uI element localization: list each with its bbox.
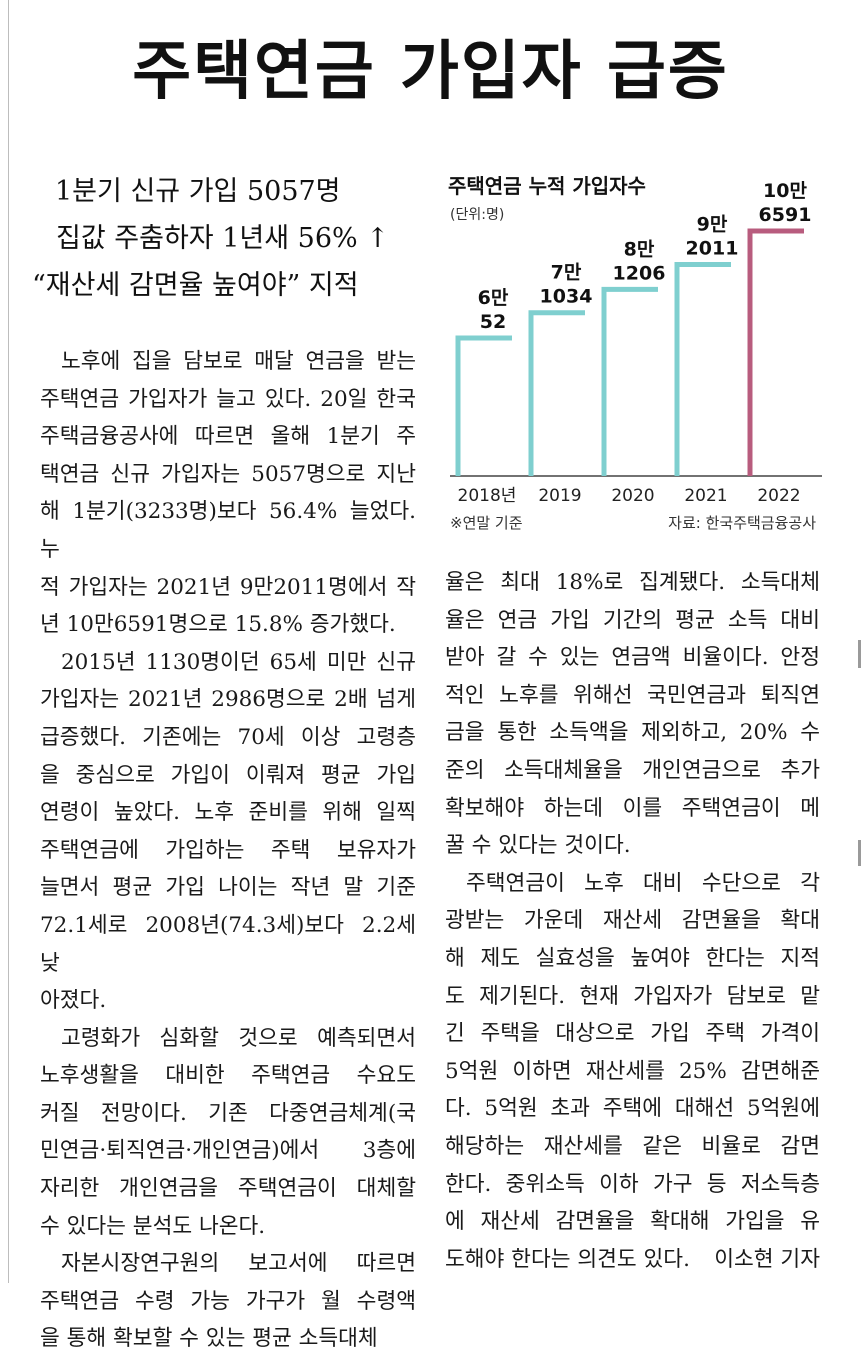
chart-value-label: 6만 xyxy=(478,287,509,309)
article-line: 해당하는 재산세를 같은 비율로 감면 xyxy=(445,1133,820,1159)
article-line: 연령이 높았다. 노후 준비를 위해 일찍 xyxy=(40,800,416,826)
article-line: 한다. 중위소득 이하 가구 등 저소득층 xyxy=(445,1171,820,1197)
article-line: 택연금 신규 가입자는 5057명으로 지난 xyxy=(40,461,416,487)
article-line: 금을 통한 소득액을 제외하고, 20% 수 xyxy=(445,720,820,746)
page-edge-line xyxy=(8,0,9,1283)
chart-value-label: 7만 xyxy=(551,262,582,284)
chart-bar xyxy=(601,286,658,476)
article-line: 년 10만6591명으로 15.8% 증가했다. xyxy=(40,612,396,638)
article-line: 해 제도 실효성을 높여야 한다는 지적 xyxy=(445,945,820,971)
chart-value-label: 1034 xyxy=(540,286,593,308)
chart-category-label: 2018년 xyxy=(458,486,517,506)
subheads: 1분기 신규 가입 5057명 집값 주춤하자 1년새 56% ↑ “재산세 감… xyxy=(32,168,389,309)
article-line: 율은 최대 18%로 집계됐다. 소득대체 xyxy=(445,570,820,595)
headline: 주택연금 가입자 급증 xyxy=(132,35,729,109)
chart-title: 주택연금 누적 가입자수 xyxy=(448,174,646,198)
chart-unit: (단위:명) xyxy=(450,207,505,223)
chart-category-label: 2021 xyxy=(684,486,727,506)
article-line: 긴 주택을 대상으로 가입 주택 가격이 xyxy=(445,1021,820,1047)
article-line: 주택금융공사에 따르면 올해 1분기 주 xyxy=(40,424,416,450)
article-line: 노후에 집을 담보로 매달 연금을 받는 xyxy=(61,349,416,374)
subhead-3: “재산세 감면율 높여야” 지적 xyxy=(32,270,359,301)
article-line: 가입자는 2021년 2986명으로 2배 넘게 xyxy=(40,687,416,713)
article-line: 에 재산세 감면율을 확대해 가입을 유 xyxy=(445,1209,820,1235)
chart-category-label: 2019 xyxy=(538,486,581,506)
article-line: 적 가입자는 2021년 9만2011명에서 작 xyxy=(40,574,416,600)
article-line: 율은 연금 가입 기간의 평균 소득 대비 xyxy=(445,607,820,633)
article-line: 확보해야 하는데 이를 주택연금이 메 xyxy=(445,795,820,821)
chart-value-label: 52 xyxy=(480,311,506,333)
chart-value-label: 6591 xyxy=(759,204,812,226)
chart-value-label: 8만 xyxy=(624,238,655,260)
article-line: 을 통해 확보할 수 있는 평균 소득대체 xyxy=(40,1326,378,1352)
article-line: 해 1분기(3233명)보다 56.4% 늘었다. 누 xyxy=(40,499,416,562)
chart-category-label: 2022 xyxy=(757,486,800,506)
chart-bar xyxy=(528,310,585,476)
subhead-1: 1분기 신규 가입 5057명 xyxy=(55,176,341,207)
article-line: 을 중심으로 가입이 이뤄져 평균 가입 xyxy=(40,762,416,788)
chart-value-label: 2011 xyxy=(686,238,739,260)
article-line: 다. 5억원 초과 주택에 대해선 5억원에 xyxy=(445,1096,820,1122)
article-line: 수 있다는 분석도 나온다. xyxy=(40,1213,266,1239)
article-line: 커질 전망이다. 기존 다중연금체계(국 xyxy=(40,1100,416,1126)
subhead-2: 집값 주춤하자 1년새 56% ↑ xyxy=(56,223,389,254)
article-line: 2015년 1130명이던 65세 미만 신규 xyxy=(61,649,416,675)
article-line: 자리한 개인연금을 주택연금이 대체할 xyxy=(40,1176,416,1202)
chart-source: 자료: 한국주택금융공사 xyxy=(668,514,816,532)
chart-bar xyxy=(674,262,731,476)
chart-value-label: 10만 xyxy=(763,180,807,202)
chart-note: ※연말 기준 xyxy=(450,514,523,532)
article-line: 노후생활을 대비한 주택연금 수요도 xyxy=(40,1063,416,1089)
article-line: 주택연금에 가입하는 주택 보유자가 xyxy=(40,837,416,863)
article-line: 광받는 가운데 재산세 감면율을 확대 xyxy=(445,908,820,934)
article-line: 늘면서 평균 가입 나이는 작년 말 기준 xyxy=(40,875,416,901)
byline: 이소현 기자 xyxy=(714,1246,820,1272)
article-line: 도해야 한다는 의견도 있다. 이소현 기자 xyxy=(445,1241,820,1279)
article-line: 주택연금 수령 가능 가구가 월 수령액 xyxy=(40,1288,416,1314)
chart-category-label: 2020 xyxy=(611,486,654,506)
article-line: 주택연금이 노후 대비 수단으로 각 xyxy=(466,870,820,896)
article-line: 꿀 수 있다는 것이다. xyxy=(445,833,631,859)
chart-value-label: 1206 xyxy=(613,262,666,284)
article-line: 준의 소득대체율을 개인연금으로 추가 xyxy=(445,757,820,783)
article-line: 72.1세로 2008년(74.3세)보다 2.2세 낮 xyxy=(40,912,416,976)
article-line: 급증했다. 기존에는 70세 이상 고령층 xyxy=(40,724,416,750)
page-edge-mark xyxy=(858,640,861,668)
chart-value-label: 9만 xyxy=(697,214,728,236)
page-edge-mark xyxy=(858,840,861,866)
chart-bar xyxy=(747,228,804,476)
article-line: 5억원 이하면 재산세를 25% 감면해준 xyxy=(445,1058,820,1084)
article-line: 아졌다. xyxy=(40,988,107,1014)
article-line: 고령화가 심화할 것으로 예측되면서 xyxy=(61,1025,416,1051)
article-line: 적인 노후를 위해선 국민연금과 퇴직연 xyxy=(445,682,820,708)
article-line: 도 제기된다. 현재 가입자가 담보로 맡 xyxy=(445,983,820,1009)
article-line: 자본시장연구원의 보고서에 따르면 xyxy=(61,1251,416,1277)
chart-bar xyxy=(455,335,512,476)
article-line: 민연금·퇴직연금·개인연금)에서 3층에 xyxy=(40,1138,416,1164)
article-line: 주택연금 가입자가 늘고 있다. 20일 한국 xyxy=(40,386,416,412)
article-line: 받아 갈 수 있는 연금액 비율이다. 안정 xyxy=(445,645,820,671)
